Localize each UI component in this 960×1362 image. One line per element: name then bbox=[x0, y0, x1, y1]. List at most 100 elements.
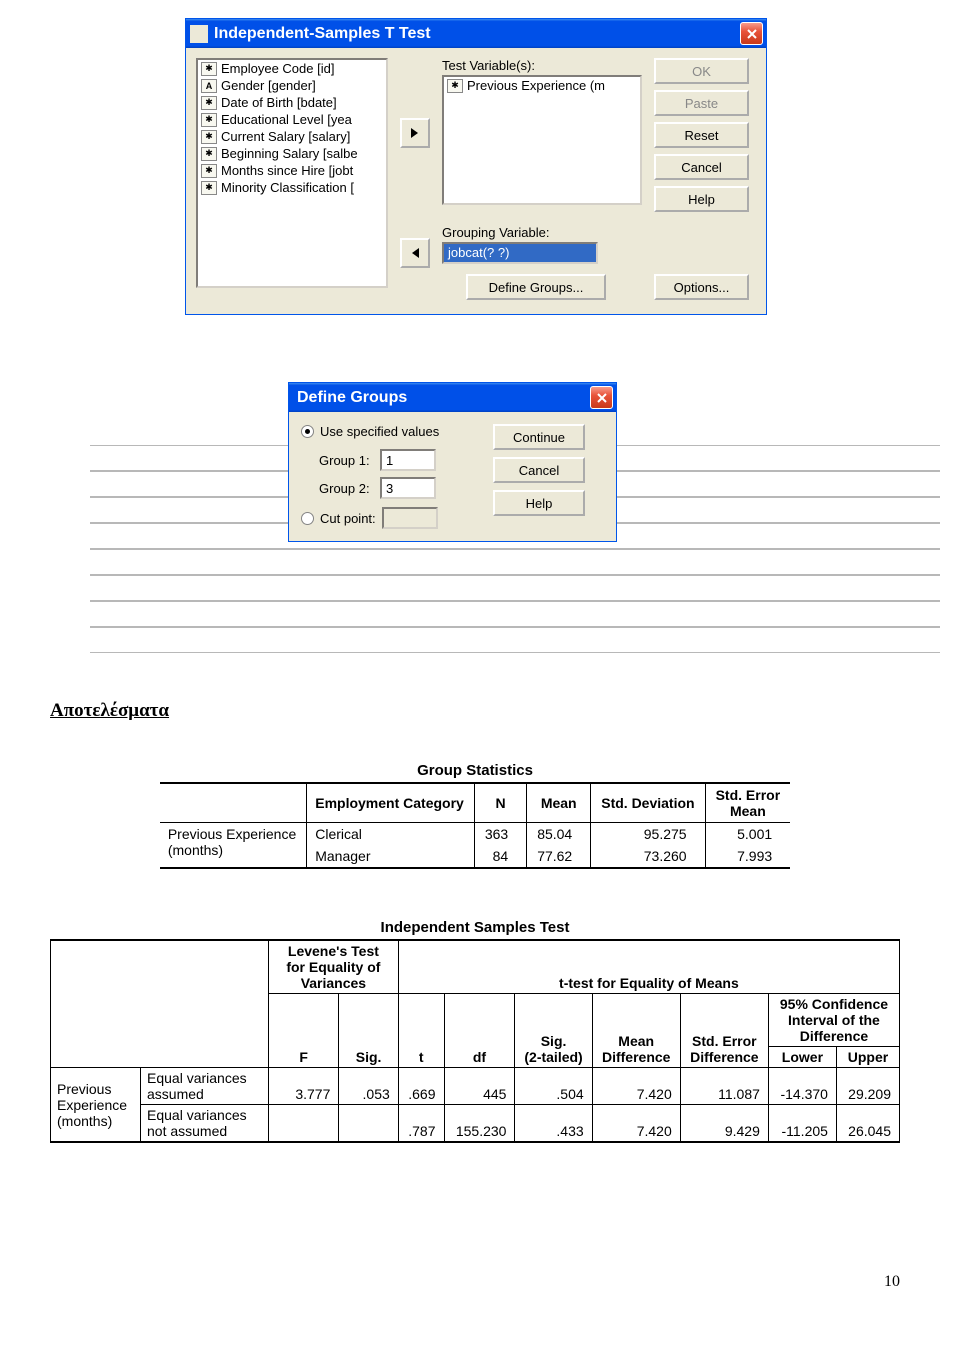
table-cell bbox=[339, 1105, 398, 1143]
numeric-var-icon: ✱ bbox=[201, 181, 217, 195]
group1-label: Group 1: bbox=[319, 453, 374, 468]
var-item: ✱Minority Classification [ bbox=[198, 179, 386, 196]
numeric-var-icon: ✱ bbox=[447, 79, 463, 93]
table-cell: .433 bbox=[515, 1105, 592, 1143]
group1-input[interactable] bbox=[380, 449, 436, 471]
move-buttons bbox=[400, 58, 430, 300]
row-label: Previous Experience(months) bbox=[160, 823, 307, 869]
define-groups-dialog: Define Groups Use specified values Group… bbox=[288, 382, 617, 542]
test-variables-label: Test Variable(s): bbox=[442, 58, 642, 73]
col-header: Std. ErrorDifference bbox=[680, 994, 768, 1068]
cancel-button[interactable]: Cancel bbox=[654, 154, 749, 180]
table-cell: Manager bbox=[307, 845, 475, 868]
cancel-button[interactable]: Cancel bbox=[493, 457, 585, 483]
ttest-dialog: Independent-Samples T Test ✱Employee Cod… bbox=[185, 18, 767, 315]
table-cell: 7.993 bbox=[705, 845, 790, 868]
var-item: ✱Previous Experience (m bbox=[444, 77, 640, 94]
independent-samples-table: Levene's Testfor Equality ofVariances t-… bbox=[50, 939, 900, 1143]
string-var-icon: A bbox=[201, 79, 217, 93]
cutpoint-label: Cut point: bbox=[320, 511, 376, 526]
numeric-var-icon: ✱ bbox=[201, 147, 217, 161]
table-cell: 7.420 bbox=[592, 1105, 680, 1143]
table-cell: 26.045 bbox=[836, 1105, 899, 1143]
table-cell: 3.777 bbox=[269, 1068, 339, 1105]
reset-button[interactable]: Reset bbox=[654, 122, 749, 148]
use-specified-radio-row[interactable]: Use specified values bbox=[301, 424, 477, 439]
table-cell: 363 bbox=[474, 823, 526, 846]
table-cell: Clerical bbox=[307, 823, 475, 846]
table-cell bbox=[269, 1105, 339, 1143]
table-cell: -11.205 bbox=[768, 1105, 836, 1143]
move-left-button[interactable] bbox=[400, 238, 430, 268]
table-cell: 155.230 bbox=[444, 1105, 515, 1143]
define-groups-titlebar[interactable]: Define Groups bbox=[289, 383, 616, 412]
samples-test-title: Independent Samples Test bbox=[50, 919, 900, 936]
document-content: Αποτελέσματα Group Statistics Employment… bbox=[0, 680, 960, 1173]
continue-button[interactable]: Continue bbox=[493, 424, 585, 450]
var-item: AGender [gender] bbox=[198, 77, 386, 94]
define-groups-body: Use specified values Group 1: Group 2: C… bbox=[289, 412, 616, 541]
table-cell: 445 bbox=[444, 1068, 515, 1105]
group-statistics-table: Employment Category N Mean Std. Deviatio… bbox=[160, 782, 790, 869]
numeric-var-icon: ✱ bbox=[201, 62, 217, 76]
col-header: Employment Category bbox=[307, 783, 475, 823]
row-label: Equal variances not assumed bbox=[141, 1105, 269, 1143]
ci-header: 95% ConfidenceInterval of theDifference bbox=[768, 994, 899, 1047]
ttest-dialog-titlebar[interactable]: Independent-Samples T Test bbox=[186, 19, 766, 48]
numeric-var-icon: ✱ bbox=[201, 130, 217, 144]
var-item: ✱Date of Birth [bdate] bbox=[198, 94, 386, 111]
table-cell: 9.429 bbox=[680, 1105, 768, 1143]
close-icon[interactable] bbox=[740, 22, 763, 45]
ttest-header: t-test for Equality of Means bbox=[398, 940, 899, 994]
table-cell: 11.087 bbox=[680, 1068, 768, 1105]
row-label: PreviousExperience(months) bbox=[51, 1068, 141, 1143]
table-cell: 5.001 bbox=[705, 823, 790, 846]
col-header: F bbox=[269, 994, 339, 1068]
dialog-body: ✱Employee Code [id] AGender [gender] ✱Da… bbox=[186, 48, 766, 314]
var-item: ✱Educational Level [yea bbox=[198, 111, 386, 128]
move-right-button[interactable] bbox=[400, 118, 430, 148]
define-groups-button[interactable]: Define Groups... bbox=[466, 274, 606, 300]
table-cell: 29.209 bbox=[836, 1068, 899, 1105]
test-variables-list[interactable]: ✱Previous Experience (m bbox=[442, 75, 642, 205]
options-button[interactable]: Options... bbox=[654, 274, 749, 300]
col-header: N bbox=[474, 783, 526, 823]
levene-header: Levene's Testfor Equality ofVariances bbox=[269, 940, 399, 994]
define-groups-title: Define Groups bbox=[297, 389, 590, 407]
group-stats-title: Group Statistics bbox=[50, 762, 900, 779]
col-header: Mean bbox=[527, 783, 591, 823]
paste-button[interactable]: Paste bbox=[654, 90, 749, 116]
group2-input[interactable] bbox=[380, 477, 436, 499]
var-item: ✱Current Salary [salary] bbox=[198, 128, 386, 145]
var-item: ✱Employee Code [id] bbox=[198, 60, 386, 77]
numeric-var-icon: ✱ bbox=[201, 113, 217, 127]
table-cell: .504 bbox=[515, 1068, 592, 1105]
radio-selected-icon bbox=[301, 425, 314, 438]
col-header: Upper bbox=[836, 1047, 899, 1068]
cutpoint-input[interactable] bbox=[382, 507, 438, 529]
page-number: 10 bbox=[0, 1173, 960, 1311]
close-icon[interactable] bbox=[590, 386, 613, 409]
ok-button[interactable]: OK bbox=[654, 58, 749, 84]
grouping-variable-input[interactable]: jobcat(? ?) bbox=[442, 242, 598, 264]
help-button[interactable]: Help bbox=[654, 186, 749, 212]
table-cell: .053 bbox=[339, 1068, 398, 1105]
help-button[interactable]: Help bbox=[493, 490, 585, 516]
results-heading: Αποτελέσματα bbox=[50, 700, 900, 722]
use-specified-label: Use specified values bbox=[320, 424, 439, 439]
table-cell: 73.260 bbox=[591, 845, 705, 868]
col-header: Sig.(2-tailed) bbox=[515, 994, 592, 1068]
numeric-var-icon: ✱ bbox=[201, 164, 217, 178]
col-header: MeanDifference bbox=[592, 994, 680, 1068]
table-cell: -14.370 bbox=[768, 1068, 836, 1105]
cutpoint-radio-row[interactable]: Cut point: bbox=[301, 507, 477, 529]
table-cell: 77.62 bbox=[527, 845, 591, 868]
col-header: Lower bbox=[768, 1047, 836, 1068]
middle-column: Test Variable(s): ✱Previous Experience (… bbox=[442, 58, 642, 300]
source-variable-list[interactable]: ✱Employee Code [id] AGender [gender] ✱Da… bbox=[196, 58, 388, 288]
table-cell: 84 bbox=[474, 845, 526, 868]
col-header: Std. Deviation bbox=[591, 783, 705, 823]
dialog-action-buttons: OK Paste Reset Cancel Help Options... bbox=[654, 58, 749, 300]
grouping-variable-label: Grouping Variable: bbox=[442, 225, 642, 240]
col-header: t bbox=[398, 994, 444, 1068]
